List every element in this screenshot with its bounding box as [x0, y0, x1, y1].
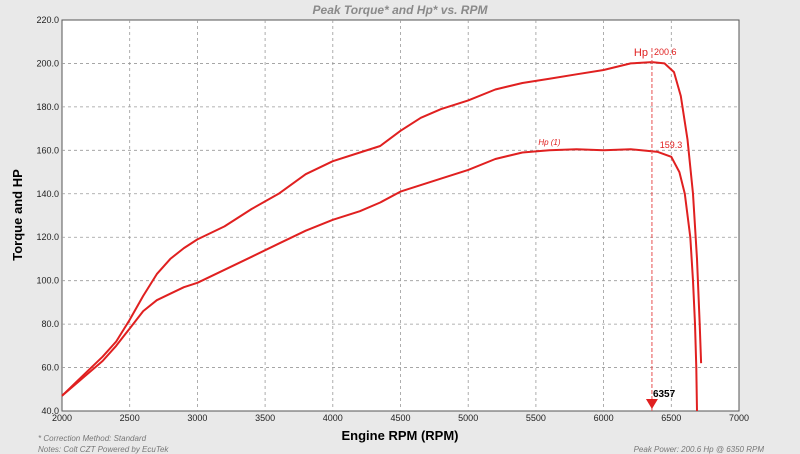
- peak-power-note: Peak Power: 200.6 Hp @ 6350 RPM: [634, 445, 765, 454]
- series-line-0: [61, 61, 703, 397]
- x-tick-label: 5500: [526, 413, 546, 423]
- x-tick-label: 3000: [187, 413, 207, 423]
- y-axis-label: Torque and HP: [10, 169, 25, 261]
- x-tick-label: 3500: [255, 413, 275, 423]
- y-tick-label: 100.0: [36, 276, 59, 286]
- series-label-hp1: Hp (1): [538, 138, 561, 147]
- x-tick-label: 4500: [390, 413, 410, 423]
- x-tick-label: 7000: [729, 413, 749, 423]
- x-tick-label: 4000: [323, 413, 343, 423]
- y-tick-label: 200.0: [36, 58, 59, 68]
- series-line-1: [61, 148, 698, 412]
- y-tick-label: 120.0: [36, 232, 59, 242]
- x-tick-label: 2000: [52, 413, 72, 423]
- y-tick-label: 180.0: [36, 102, 59, 112]
- chart-title: Peak Torque* and Hp* vs. RPM: [313, 3, 489, 17]
- x-tick-labels: 2000 2500 3000 3500 4000 4500 5000 5500 6000 6500…: [52, 413, 749, 423]
- rpm-marker: 6357: [645, 48, 676, 411]
- y-tick-label: 40.0: [41, 406, 59, 416]
- notes-text: Notes: Colt CZT Powered by EcuTek: [38, 445, 169, 454]
- y-tick-label: 220.0: [36, 15, 59, 25]
- series-label-hp: Hp: [634, 47, 648, 59]
- peak-label-hp1: 159.3: [660, 140, 683, 150]
- correction-note: * Correction Method: Standard: [38, 434, 147, 443]
- y-tick-labels: 40.0 60.0 80.0 100.0 120.0 140.0 160.0 180.0 200…: [36, 15, 59, 416]
- series-layer: Hp 200.6 Hp (1) 159.3: [61, 47, 703, 412]
- x-tick-label: 6500: [661, 413, 681, 423]
- x-tick-label: 5000: [458, 413, 478, 423]
- y-tick-label: 160.0: [36, 145, 59, 155]
- y-tick-label: 140.0: [36, 189, 59, 199]
- y-tick-label: 80.0: [41, 319, 59, 329]
- marker-arrow: [645, 399, 658, 409]
- x-tick-label: 2500: [120, 413, 140, 423]
- y-tick-label: 60.0: [41, 363, 59, 373]
- marker-label: 6357: [653, 389, 676, 400]
- grid-lines: [62, 20, 739, 411]
- x-axis-label: Engine RPM (RPM): [342, 428, 459, 443]
- peak-label-hp: 200.6: [654, 47, 677, 57]
- x-tick-label: 6000: [594, 413, 614, 423]
